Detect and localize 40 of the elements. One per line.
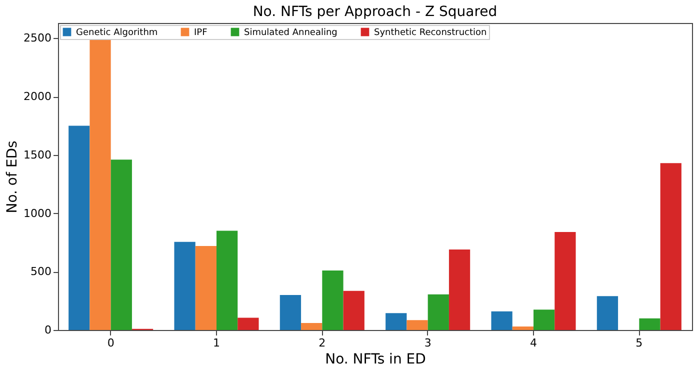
bar	[280, 294, 302, 330]
bar	[660, 163, 682, 330]
x-tick-label: 5	[636, 336, 643, 350]
bar	[174, 242, 196, 330]
bar	[343, 290, 364, 330]
x-tick-label: 3	[424, 336, 432, 350]
bar	[322, 270, 344, 330]
legend-label: Genetic Algorithm	[76, 28, 158, 38]
y-tick-label: 1500	[24, 148, 52, 162]
bar	[406, 320, 428, 330]
bar	[491, 311, 512, 330]
chart-title: No. NFTs per Approach - Z Squared	[252, 4, 498, 20]
y-tick-label: 500	[30, 265, 52, 278]
bar	[301, 322, 322, 330]
bar	[534, 310, 555, 330]
bar	[448, 249, 470, 330]
bar	[195, 246, 216, 330]
bar	[554, 232, 576, 330]
bar	[512, 326, 534, 330]
y-tick-label: 0	[44, 324, 52, 336]
bar	[639, 318, 660, 330]
bar	[238, 318, 259, 330]
y-axis-title: No. of EDs	[4, 140, 21, 214]
y-tick-label: 1000	[24, 206, 52, 220]
x-tick-label: 4	[530, 336, 537, 350]
legend-label: Synthetic Reconstruction	[374, 28, 487, 38]
bar	[68, 126, 90, 330]
bar	[216, 230, 238, 330]
x-tick-label: 0	[107, 336, 114, 350]
y-tick-label: 2000	[24, 90, 52, 104]
bar	[596, 296, 618, 330]
x-tick-label: 1	[213, 336, 220, 350]
bar	[110, 160, 132, 330]
bar	[386, 313, 407, 330]
x-axis-title: No. NFTs in ED	[325, 352, 426, 368]
x-tick-label: 2	[318, 336, 326, 350]
legend-label: IPF	[194, 28, 208, 38]
y-tick-label: 2500	[24, 32, 52, 45]
legend-label: Simulated Annealing	[244, 28, 338, 38]
bar	[428, 294, 449, 330]
